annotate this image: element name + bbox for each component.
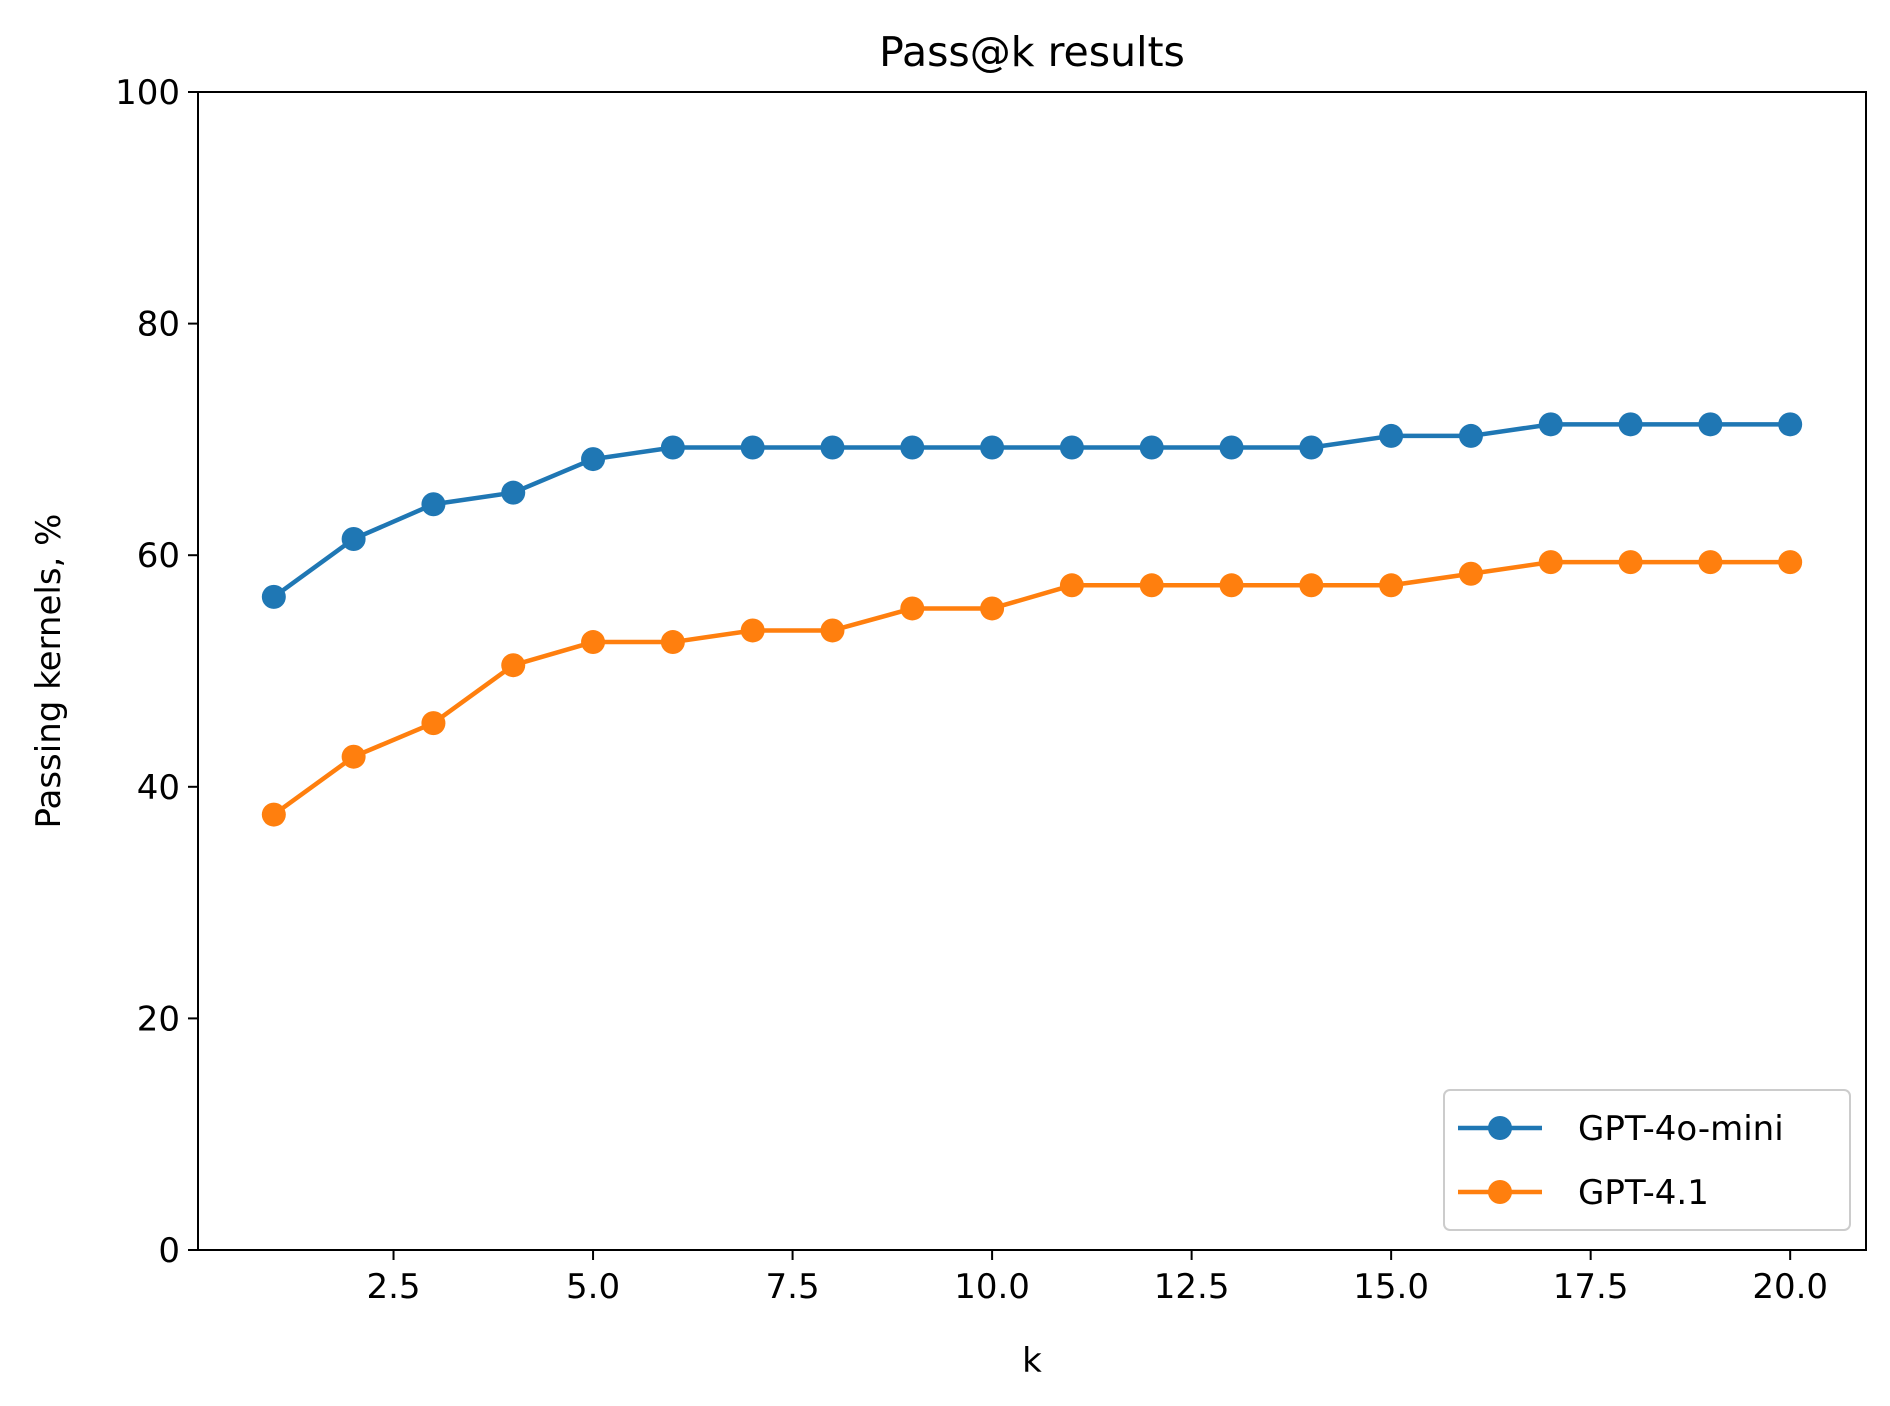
data-point — [1139, 573, 1164, 598]
data-point — [740, 618, 765, 643]
x-tick-label: 10.0 — [954, 1267, 1030, 1307]
data-point — [1778, 412, 1803, 437]
data-point — [1698, 550, 1723, 575]
data-point — [820, 435, 845, 460]
data-point — [1299, 435, 1324, 460]
y-axis-label: Passing kernels, % — [29, 514, 69, 829]
data-point — [660, 630, 685, 655]
data-point — [900, 596, 925, 621]
data-point — [421, 492, 446, 517]
data-point — [980, 435, 1005, 460]
x-tick-label: 12.5 — [1154, 1267, 1230, 1307]
data-point — [501, 480, 526, 505]
series-line — [271, 422, 1793, 600]
data-point — [1458, 561, 1483, 586]
data-point — [581, 630, 606, 655]
data-point — [581, 447, 606, 472]
series-line — [271, 559, 1793, 817]
legend-marker — [1488, 1180, 1512, 1204]
y-tick-label: 80 — [137, 305, 180, 345]
data-point — [1299, 573, 1324, 598]
legend: GPT-4o-mini GPT-4.1 — [1443, 1089, 1851, 1231]
data-point — [1538, 412, 1563, 437]
axes-frame — [197, 91, 1867, 1251]
y-tick-label: 0 — [158, 1231, 180, 1271]
x-tick-label: 5.0 — [566, 1267, 620, 1307]
data-point — [501, 653, 526, 678]
data-point — [1219, 573, 1244, 598]
series-group — [261, 550, 1803, 827]
data-point — [1618, 550, 1643, 575]
data-point — [900, 435, 925, 460]
x-tick-label: 15.0 — [1353, 1267, 1429, 1307]
y-tick-label: 20 — [137, 999, 180, 1039]
data-point — [341, 526, 366, 551]
y-tick-label: 100 — [115, 73, 180, 113]
data-point — [1059, 573, 1084, 598]
data-point — [1139, 435, 1164, 460]
data-point — [980, 596, 1005, 621]
data-point — [1538, 550, 1563, 575]
legend-label: GPT-4.1 — [1578, 1173, 1709, 1213]
data-point — [261, 584, 286, 609]
data-point — [1379, 423, 1404, 448]
y-tick-label: 40 — [137, 768, 180, 808]
x-tick-label: 2.5 — [366, 1267, 420, 1307]
data-point — [820, 618, 845, 643]
legend-label: GPT-4o-mini — [1578, 1109, 1784, 1149]
data-point — [1778, 550, 1803, 575]
data-point — [1618, 412, 1643, 437]
data-point — [1059, 435, 1084, 460]
x-axis-ticks: 2.5 5.0 7.5 10.0 12.5 15.0 17.5 20.0 — [366, 1250, 1828, 1307]
data-point — [1698, 412, 1723, 437]
data-point — [740, 435, 765, 460]
chart-title: Pass@k results — [879, 28, 1185, 76]
data-point — [341, 744, 366, 769]
series-group — [261, 412, 1803, 609]
x-axis-label: k — [1022, 1341, 1042, 1381]
x-tick-label: 17.5 — [1553, 1267, 1629, 1307]
legend-box — [1443, 1089, 1851, 1231]
data-point — [1379, 573, 1404, 598]
series-layer — [261, 412, 1803, 827]
data-point — [421, 711, 446, 736]
data-point — [261, 802, 286, 827]
y-axis-ticks: 0 20 40 60 80 100 — [115, 73, 198, 1271]
data-point — [1219, 435, 1244, 460]
x-tick-label: 20.0 — [1752, 1267, 1828, 1307]
y-tick-label: 60 — [137, 536, 180, 576]
data-point — [1458, 423, 1483, 448]
x-tick-label: 7.5 — [766, 1267, 820, 1307]
legend-marker — [1488, 1116, 1512, 1140]
data-point — [660, 435, 685, 460]
